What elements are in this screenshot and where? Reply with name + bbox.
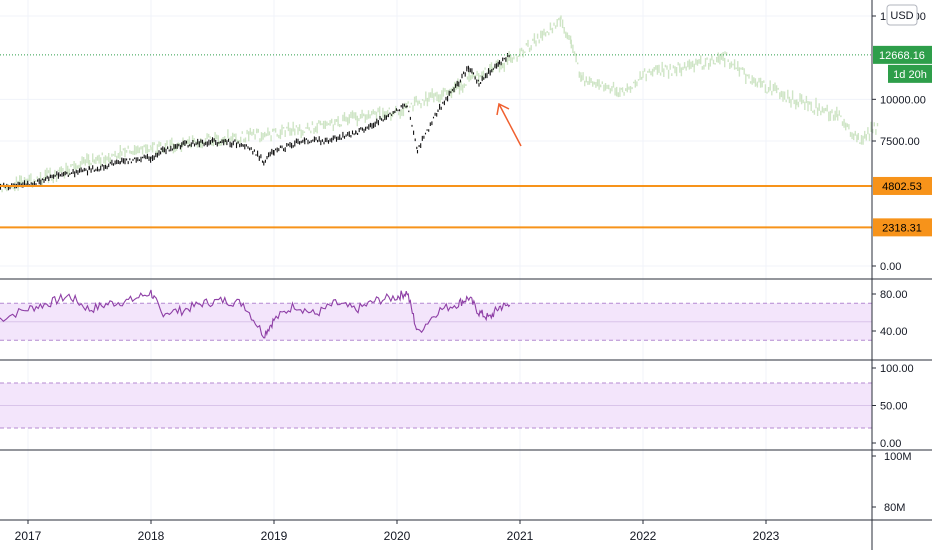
oscillator-pane [0, 382, 872, 429]
oscillator-tick-label: 50.00 [880, 401, 908, 413]
horizontal-levels[interactable] [0, 184, 872, 229]
rsi-axis[interactable]: 80.00 40.00 [872, 289, 908, 338]
currency-label: USD [890, 10, 913, 22]
price-series [0, 53, 872, 191]
rsi-tick-label: 80.00 [880, 289, 908, 301]
rsi-line [0, 289, 511, 339]
price-tick-label: 7500.00 [880, 136, 920, 148]
annotation-arrow-shaft [498, 103, 522, 147]
grid [0, 0, 872, 519]
level-tag-label: 4802.53 [882, 181, 922, 193]
time-tick-label: 2020 [384, 529, 411, 543]
volume-tick-label: 80M [884, 502, 905, 514]
volume-tick-label: 100M [884, 451, 912, 463]
rsi-pane [0, 289, 872, 341]
time-tick-label: 2022 [630, 529, 657, 543]
time-tick-label: 2021 [507, 529, 534, 543]
countdown-tag-label: 1d 20h [893, 69, 927, 81]
projection-series [0, 15, 879, 193]
currency-button[interactable]: USD [886, 4, 918, 26]
time-tick-label: 2017 [15, 529, 42, 543]
time-tick-label: 2019 [261, 529, 288, 543]
projection-candles [0, 15, 879, 193]
last-price-tag-bg [873, 45, 932, 64]
oscillator-axis[interactable]: 100.00 50.00 0.00 [872, 363, 914, 450]
last-price-tag-label: 12668.16 [879, 50, 925, 62]
countdown-tag-bg [888, 64, 932, 83]
level-tag-label: 2318.31 [882, 222, 922, 234]
annotation-arrow-head [496, 102, 510, 116]
time-tick-label: 2023 [753, 529, 780, 543]
oscillator-tick-label: 0.00 [880, 438, 901, 450]
rsi-tick-label: 40.00 [880, 326, 908, 338]
currency-button-frame[interactable] [886, 4, 918, 26]
level-tag-bg [873, 176, 932, 195]
volume-axis[interactable]: 100M 80M [872, 451, 912, 514]
annotations [496, 102, 522, 147]
price-tick-label: 10000.00 [880, 94, 926, 106]
price-tick-label: 0.00 [880, 261, 901, 273]
time-axis[interactable]: 2017 2018 2019 2020 2021 2022 2023 [15, 520, 780, 543]
price-candles [0, 53, 510, 191]
time-tick-label: 2018 [138, 529, 165, 543]
level-tag-bg [873, 218, 932, 237]
price-tags: 12668.16 1d 20h 4802.53 2318.31 [873, 45, 932, 237]
oscillator-tick-label: 100.00 [880, 363, 914, 375]
